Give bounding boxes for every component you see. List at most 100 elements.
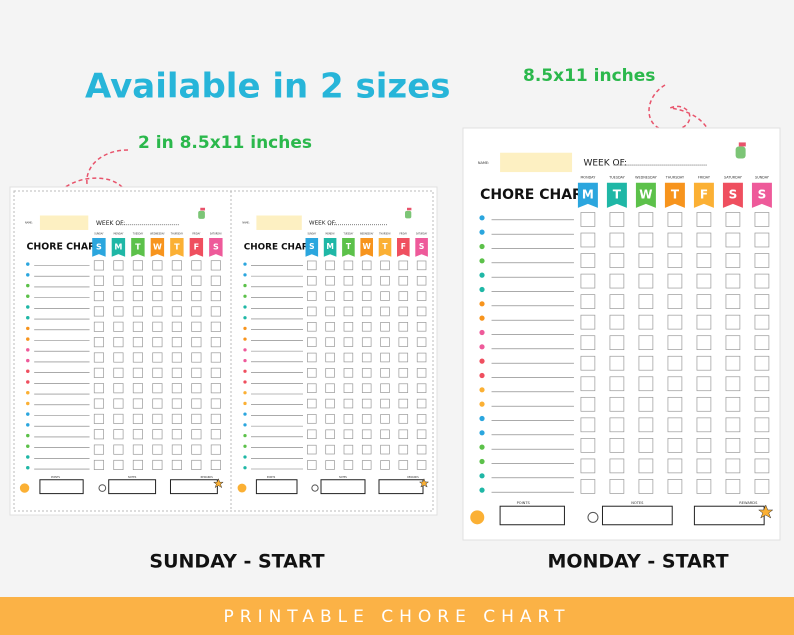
day-letter: T bbox=[174, 243, 180, 252]
bullet bbox=[26, 348, 30, 352]
day-name: TUESDAY bbox=[133, 232, 144, 235]
check-box bbox=[152, 398, 163, 409]
bullet bbox=[479, 315, 485, 321]
check-box bbox=[171, 398, 182, 409]
check-box bbox=[398, 460, 409, 470]
day-flag bbox=[606, 182, 627, 208]
check-box bbox=[132, 383, 143, 394]
check-box bbox=[307, 429, 317, 440]
check-box bbox=[416, 306, 427, 317]
day-letter: T bbox=[135, 243, 141, 252]
bullet bbox=[479, 487, 485, 493]
banner-text: PRINTABLE CHORE CHART bbox=[224, 607, 571, 627]
check-box bbox=[361, 322, 372, 332]
day-letter: T bbox=[671, 188, 680, 202]
check-box bbox=[416, 337, 427, 347]
day-letter: W bbox=[639, 188, 652, 202]
check-box bbox=[132, 260, 143, 271]
check-box bbox=[171, 352, 182, 363]
week-label: WEEK OF: bbox=[96, 220, 125, 227]
check-box bbox=[210, 260, 221, 271]
check-box bbox=[416, 460, 427, 470]
check-box bbox=[754, 335, 770, 351]
day-flag bbox=[150, 237, 165, 257]
check-box bbox=[191, 398, 202, 409]
check-box bbox=[171, 321, 182, 332]
check-box bbox=[609, 232, 625, 248]
check-box bbox=[191, 444, 202, 455]
chart-title: CHORE CHART bbox=[480, 187, 592, 203]
mascot-hat bbox=[200, 207, 206, 211]
label: SUNDAY - START bbox=[149, 551, 324, 573]
footer-label: NOTES bbox=[631, 501, 644, 505]
check-box bbox=[325, 383, 335, 393]
day-name: THURSDAY bbox=[171, 232, 184, 235]
day-letter: S bbox=[309, 242, 314, 251]
check-box bbox=[416, 275, 427, 286]
check-box bbox=[380, 368, 390, 378]
check-box bbox=[93, 337, 104, 348]
bullet bbox=[243, 326, 247, 331]
check-box bbox=[343, 275, 354, 286]
icon bbox=[19, 483, 30, 493]
day-flag bbox=[189, 237, 204, 257]
day-flag bbox=[751, 182, 772, 208]
check-box bbox=[343, 444, 354, 455]
icon bbox=[98, 484, 107, 492]
check-box bbox=[638, 479, 654, 494]
footer-box bbox=[601, 505, 673, 526]
day-name: SATURDAY bbox=[210, 232, 223, 235]
check-box bbox=[113, 444, 124, 455]
check-box bbox=[343, 306, 354, 317]
check-box bbox=[307, 352, 317, 363]
check-box bbox=[416, 352, 427, 363]
check-box bbox=[361, 460, 372, 470]
check-box bbox=[609, 294, 625, 309]
footer-label: REWARDS bbox=[739, 501, 758, 505]
check-box bbox=[380, 291, 390, 301]
check-box bbox=[696, 273, 712, 289]
check-box bbox=[93, 367, 104, 378]
charts: NAME: WEEK OF: CHORE CHART MONDAY M TUESDAY T W… bbox=[19, 142, 774, 526]
day-name: SUNDAY bbox=[755, 175, 770, 179]
day-letter: M bbox=[582, 188, 594, 202]
bullet bbox=[26, 315, 30, 320]
check-box bbox=[325, 368, 335, 378]
check-box bbox=[132, 275, 143, 286]
day-letter: F bbox=[401, 242, 406, 251]
check-box bbox=[152, 260, 163, 271]
bullet bbox=[26, 401, 30, 406]
check-box bbox=[152, 306, 163, 317]
check-box bbox=[398, 322, 409, 332]
bullet bbox=[479, 329, 485, 336]
check-box bbox=[667, 253, 683, 268]
bullet bbox=[26, 305, 30, 309]
check-box bbox=[191, 321, 202, 332]
check-box bbox=[113, 275, 124, 286]
day-flag bbox=[693, 182, 714, 208]
day-letter: W bbox=[363, 242, 372, 251]
day-letter: F bbox=[700, 188, 708, 202]
check-box bbox=[725, 253, 741, 268]
check-box bbox=[343, 368, 354, 378]
check-box bbox=[132, 306, 143, 317]
check-box bbox=[380, 306, 390, 317]
check-box bbox=[210, 383, 221, 394]
check-box bbox=[325, 414, 335, 424]
footer-label: POINTS bbox=[267, 476, 276, 479]
check-box bbox=[361, 383, 372, 393]
day-name: MONDAY bbox=[113, 232, 124, 235]
check-box bbox=[638, 355, 654, 371]
check-box bbox=[609, 314, 625, 330]
check-box bbox=[307, 306, 317, 317]
check-box bbox=[343, 414, 354, 424]
bullet bbox=[26, 455, 30, 459]
check-box bbox=[754, 417, 770, 433]
mascot bbox=[198, 210, 205, 219]
bullet bbox=[26, 390, 30, 395]
check-box bbox=[191, 306, 202, 317]
check-box bbox=[113, 321, 124, 332]
check-box bbox=[609, 458, 625, 474]
check-box bbox=[725, 355, 741, 371]
check-box bbox=[609, 376, 625, 392]
